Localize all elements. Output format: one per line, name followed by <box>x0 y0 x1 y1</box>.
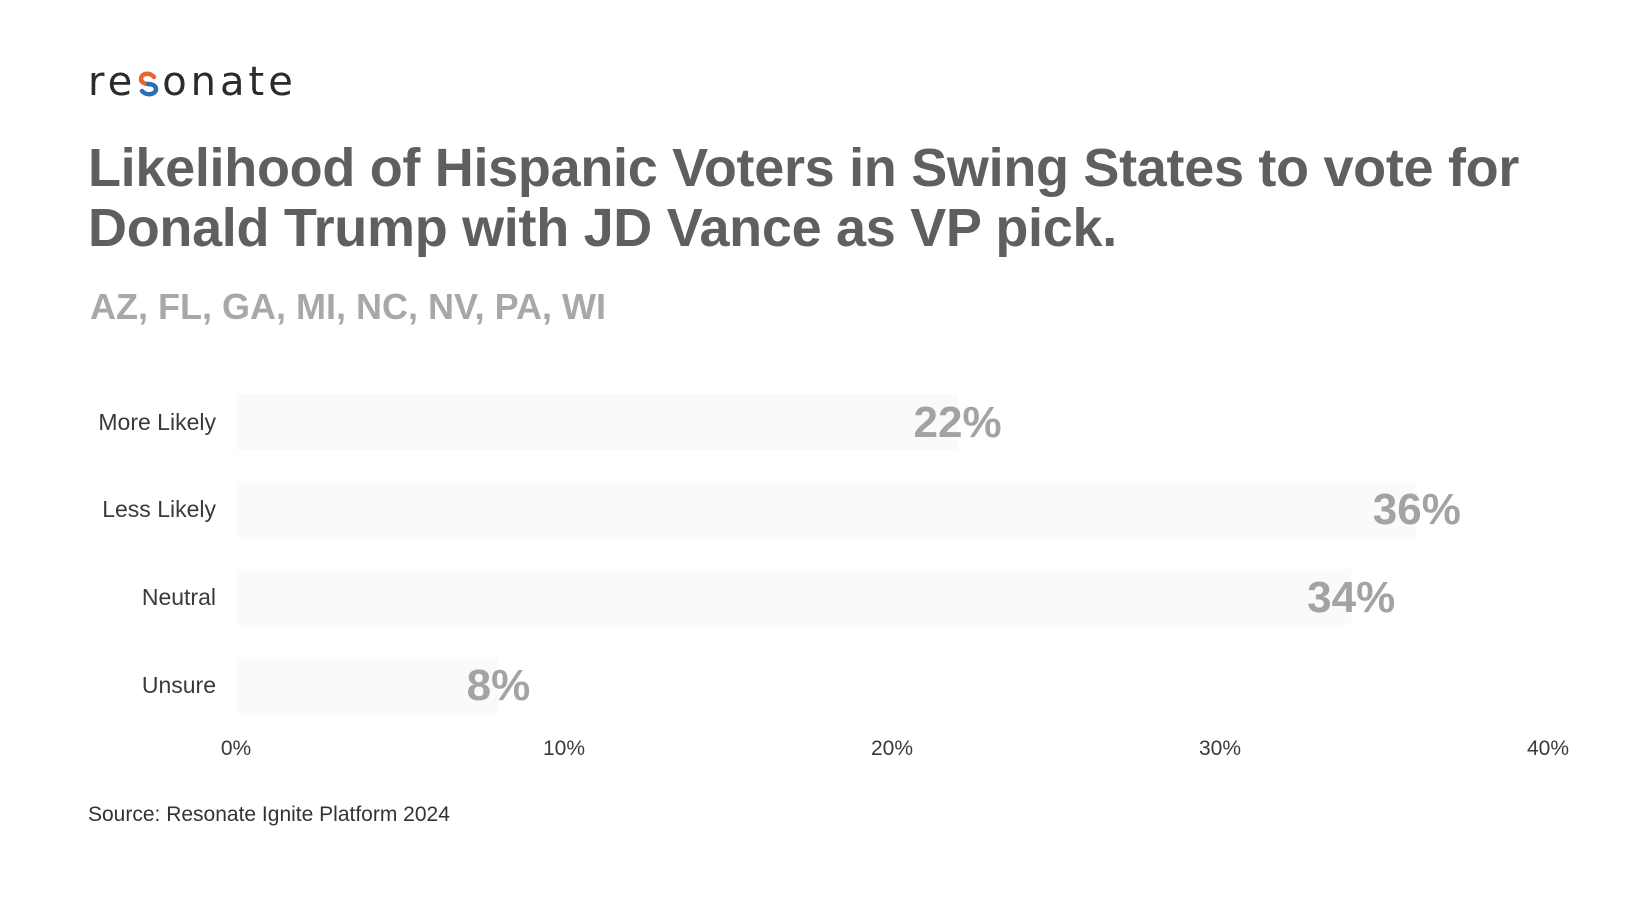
logo-swirl-icon <box>138 71 159 97</box>
category-label: Unsure <box>142 672 216 698</box>
logo-text-start: re <box>88 59 137 105</box>
logo-text-end: onate <box>162 59 297 105</box>
value-label: 22% <box>914 398 1002 447</box>
category-label: More Likely <box>98 409 216 435</box>
bar <box>236 394 958 450</box>
x-tick-label: 30% <box>1199 737 1241 760</box>
category-label: Less Likely <box>102 496 216 522</box>
resonate-logo: re onate <box>88 62 297 102</box>
bar <box>236 657 499 713</box>
x-tick-label: 20% <box>871 737 913 760</box>
category-label: Neutral <box>142 584 216 610</box>
bar <box>236 481 1417 537</box>
bar <box>236 569 1352 625</box>
value-label: 36% <box>1373 485 1461 534</box>
x-tick-label: 10% <box>543 737 585 760</box>
value-label: 8% <box>467 661 531 710</box>
bar-chart: More Likely 22% Less Likely 36% Neutral 34% Un… <box>98 394 1570 760</box>
x-tick-label: 0% <box>221 737 251 760</box>
x-tick-label: 40% <box>1527 737 1569 760</box>
source-note: Source: Resonate Ignite Platform 2024 <box>88 803 450 826</box>
value-label: 34% <box>1307 573 1395 622</box>
chart-title: Likelihood of Hispanic Voters in Swing S… <box>88 138 1520 258</box>
chart-subtitle: AZ, FL, GA, MI, NC, NV, PA, WI <box>90 286 607 327</box>
